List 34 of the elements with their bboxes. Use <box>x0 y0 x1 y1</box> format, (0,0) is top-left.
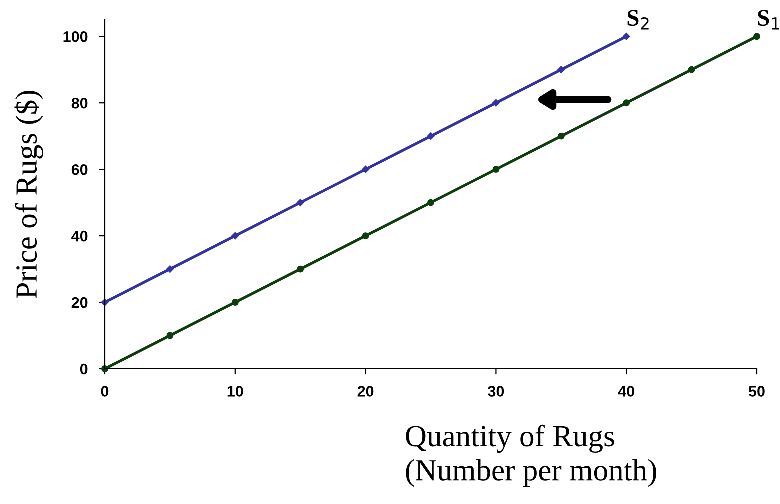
point <box>166 266 174 273</box>
y-tick-label: 60 <box>72 164 88 176</box>
series-label: S$_{1}$ <box>758 10 780 30</box>
x-tick-label: 10 <box>228 386 244 397</box>
y-tick-label: 40 <box>72 230 88 242</box>
y-axis-title: Price of Rugs ($) <box>14 91 44 298</box>
point <box>232 232 240 240</box>
y-tick-label: 20 <box>72 297 88 308</box>
x-tick-label: 0 <box>101 386 109 397</box>
point <box>622 32 630 40</box>
point <box>232 299 239 306</box>
point <box>428 199 434 206</box>
x-tick-label: 40 <box>618 386 634 397</box>
point <box>688 66 696 74</box>
x-tick-label: 50 <box>748 386 765 397</box>
point <box>558 132 565 140</box>
point <box>296 199 304 206</box>
series-label: S$_{2}$ <box>628 10 649 30</box>
point <box>362 166 370 174</box>
y-tick-label: 80 <box>72 98 88 109</box>
y-tick-label: 0 <box>80 364 88 375</box>
point <box>427 132 435 140</box>
point <box>362 232 370 240</box>
y-tick-label: 100 <box>64 31 88 42</box>
point <box>166 332 174 340</box>
point <box>623 100 630 107</box>
x-tick-label: 20 <box>358 386 374 397</box>
x-axis-title: Quantity of Rugs (Number per month) <box>406 424 656 488</box>
point <box>297 266 304 273</box>
x-tick-label: 30 <box>488 386 504 397</box>
point <box>558 66 566 74</box>
point <box>492 99 500 107</box>
point <box>754 33 760 40</box>
point <box>492 166 500 174</box>
